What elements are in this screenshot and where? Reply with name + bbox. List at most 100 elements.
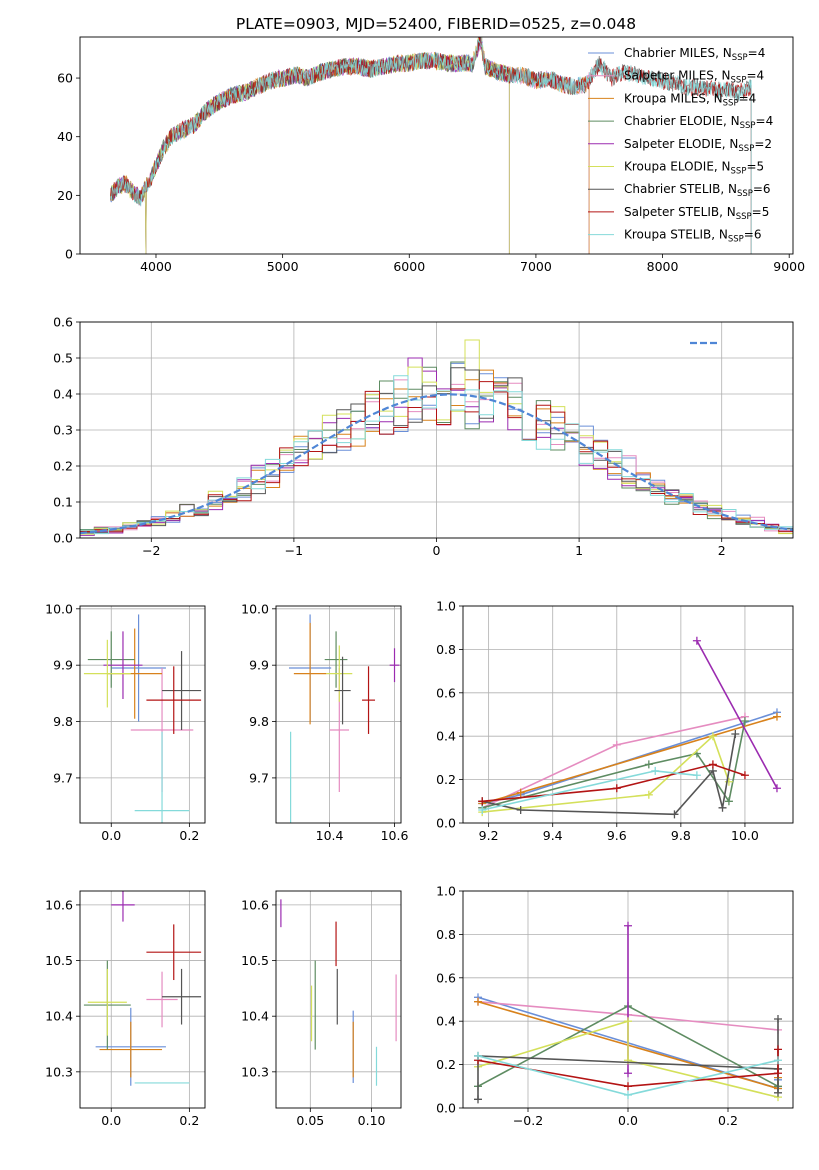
weight-marker: [772, 712, 781, 721]
legend-entry: Chabrier ELODIE, NSSP=4: [624, 114, 773, 131]
weight-line: [481, 715, 778, 805]
y-tick-label: 0.6: [436, 970, 456, 985]
normal-curve: [80, 393, 793, 535]
x-tick-label: 9.4: [543, 828, 563, 843]
y-tick-label: 0.0: [436, 1101, 456, 1116]
residual-histogram-9: [80, 375, 793, 538]
y-tick-label: 10.0: [241, 601, 269, 616]
weight-marker: [612, 740, 621, 749]
weight-line: [477, 1020, 779, 1098]
legend-suffix: =4: [756, 114, 774, 128]
y-tick-label: 10.3: [241, 1064, 269, 1079]
legend-entry: Chabrier STELIB, NSSP=6: [624, 182, 771, 199]
plot-area: [83, 614, 202, 823]
weight-marker: [478, 797, 487, 806]
y-tick-label: 10.5: [241, 953, 269, 968]
legend-entry: Salpeter STELIB, NSSP=5: [624, 205, 769, 222]
y-tick-label: 0.4: [436, 1014, 456, 1029]
legend-label: Chabrier MILES, N: [624, 46, 732, 60]
x-tick-label: 10.0: [731, 828, 759, 843]
x-tick-label: −1: [285, 543, 303, 558]
model-spectrum-9: [110, 38, 752, 254]
y-tick-label: 9.8: [53, 714, 73, 729]
legend-entry: Salpeter MILES, NSSP=4: [624, 69, 764, 86]
y-tick-label: 0.2: [53, 459, 73, 474]
legend-sub: SSP: [728, 235, 744, 245]
figure-title: PLATE=0903, MJD=52400, FIBERID=0525, z=0…: [236, 15, 636, 33]
weight-marker: [774, 1088, 782, 1097]
weight-marker: [708, 760, 717, 769]
x-tick-label: 0.0: [618, 1113, 638, 1128]
panel-mass-vs-Z: 0.0 0.2 10.3 10.4 10.5 10.6: [45, 890, 206, 1128]
legend-entry: Kroupa MILES, NSSP=4: [624, 91, 756, 108]
weight-marker: [516, 788, 525, 797]
axes-frame: [275, 890, 402, 1109]
legend-entry: Salpeter ELODIE, NSSP=2: [624, 137, 772, 154]
legend-suffix: =4: [748, 46, 766, 60]
weight-marker: [612, 784, 621, 793]
weight-marker: [474, 997, 482, 1006]
weight-marker: [624, 1090, 632, 1099]
y-tick-label: 0.0: [53, 531, 73, 546]
y-tick-label: 9.7: [249, 770, 269, 785]
x-tick-label: 0: [433, 543, 441, 558]
x-tick-label: 9.2: [479, 828, 499, 843]
x-tick-label: 0.2: [718, 1113, 738, 1128]
panel-weight-vs-age: 9.2 9.4 9.6 9.8 10.0 0.0 0.2 0.4 0.6 0.8 1.0: [436, 599, 794, 843]
y-tick-label: 0.1: [53, 495, 73, 510]
weight-marker: [740, 771, 749, 780]
plot-area: [478, 636, 781, 819]
axes-frame: [275, 605, 402, 824]
x-tick-label: 0.05: [296, 1113, 324, 1128]
y-tick-label: 10.4: [241, 1009, 269, 1024]
y-tick-label: 10.4: [45, 1009, 73, 1024]
weight-marker: [740, 717, 749, 726]
y-tick-label: 20: [57, 188, 73, 203]
legend-label: Salpeter MILES, N: [624, 69, 731, 83]
weight-marker: [774, 1056, 782, 1065]
y-tick-label: 0.4: [436, 729, 456, 744]
weight-marker: [718, 803, 727, 812]
weight-marker: [692, 771, 701, 780]
x-tick-label: 1: [575, 543, 583, 558]
weight-marker: [516, 805, 525, 814]
plot-area: [83, 891, 202, 1086]
weight-marker: [692, 636, 701, 645]
legend-entry: Chabrier MILES, NSSP=4: [624, 46, 765, 63]
x-tick-label: 4000: [140, 259, 172, 274]
y-tick-label: 0.2: [436, 1057, 456, 1072]
weight-line: [482, 733, 737, 816]
axes-frame: [462, 605, 794, 824]
legend-entry: Kroupa ELODIE, NSSP=5: [624, 160, 764, 177]
legend-label: Kroupa ELODIE, N: [624, 160, 731, 174]
weight-marker: [724, 797, 733, 806]
legend-sub: SSP: [738, 144, 754, 154]
weight-marker: [651, 766, 660, 775]
y-tick-label: 0.3: [53, 423, 73, 438]
legend-suffix: =6: [744, 228, 762, 242]
y-tick-label: 0.4: [53, 387, 73, 402]
weight-marker: [731, 730, 740, 739]
weight-line: [482, 734, 730, 813]
y-tick-label: 0.8: [436, 642, 456, 657]
y-tick-label: 40: [57, 129, 73, 144]
plot-area: [110, 37, 752, 254]
x-tick-label: −0.2: [513, 1113, 543, 1128]
y-tick-label: 0.8: [436, 927, 456, 942]
weight-marker: [474, 1095, 482, 1104]
weight-marker: [774, 1015, 782, 1024]
x-tick-label: −2: [142, 543, 160, 558]
y-tick-label: 0.6: [53, 315, 73, 330]
weight-line: [482, 763, 746, 803]
x-tick-label: 0.0: [101, 1113, 121, 1128]
weight-marker: [670, 810, 679, 819]
y-tick-label: 9.9: [53, 658, 73, 673]
legend-sub: SSP: [736, 212, 752, 222]
x-tick-label: 10.6: [381, 828, 409, 843]
y-tick-label: 10.0: [45, 601, 73, 616]
legend-label: Kroupa STELIB, N: [624, 228, 728, 242]
legend-suffix: =4: [746, 69, 764, 83]
legend-label: Salpeter STELIB, N: [624, 205, 736, 219]
